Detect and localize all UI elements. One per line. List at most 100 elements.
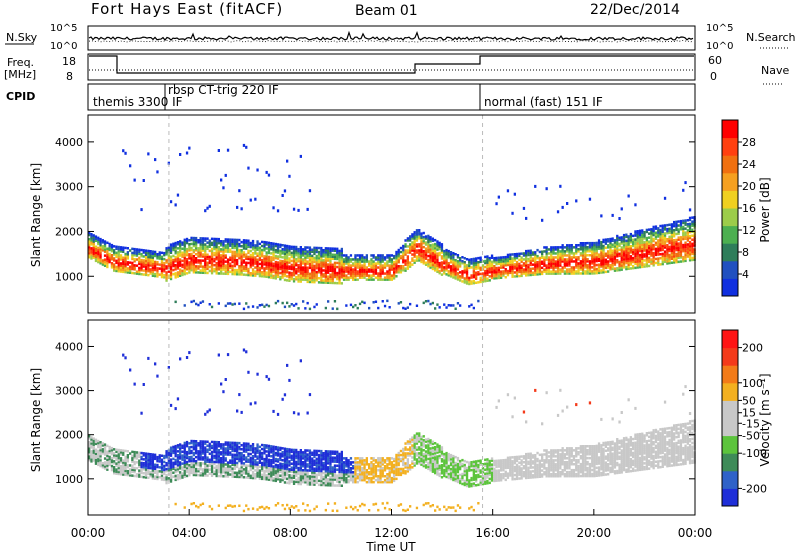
velocity-cell [119, 465, 123, 468]
power-cell [201, 259, 205, 262]
velocity-cell [229, 467, 232, 470]
power-cell [484, 259, 487, 263]
velocity-cell [142, 462, 145, 465]
power-cell [600, 261, 603, 264]
velocity-cell [183, 469, 186, 472]
velocity-cell [154, 469, 157, 472]
velocity-cell [276, 470, 280, 473]
power-cell [641, 231, 644, 234]
power-cell [302, 300, 305, 303]
velocity-cell [201, 502, 205, 505]
power-cell [616, 252, 619, 256]
velocity-cell [108, 461, 111, 465]
power-cell [595, 259, 598, 263]
power-cell [281, 252, 284, 255]
power-cell [138, 256, 141, 260]
power-cell [597, 259, 601, 262]
power-cell [245, 265, 248, 268]
power-cell [204, 265, 207, 268]
power-cell [103, 258, 107, 261]
velocity-cell [254, 465, 257, 468]
power-cell [525, 251, 528, 255]
power-cell [183, 304, 186, 307]
velocity-cell [172, 445, 175, 449]
velocity-cell [124, 467, 127, 471]
power-cell [638, 263, 642, 267]
power-cell [645, 238, 648, 242]
power-cell [169, 269, 173, 273]
power-cell [265, 265, 268, 268]
power-cell [183, 242, 186, 246]
power-cell [602, 262, 605, 266]
power-cell [204, 271, 207, 275]
power-cell [413, 237, 416, 240]
power-cell [620, 268, 623, 271]
velocity-cell [288, 478, 291, 481]
power-cell [354, 254, 357, 257]
power-cell [529, 271, 532, 275]
power-cell [240, 259, 243, 262]
power-cell [513, 271, 516, 274]
power-cell [272, 206, 275, 210]
power-cell [522, 254, 526, 257]
velocity-cell [149, 466, 152, 470]
power-cell [581, 250, 585, 253]
velocity-cell [185, 474, 189, 478]
velocity-cell [279, 458, 282, 462]
power-cell [477, 271, 480, 274]
power-cell [595, 269, 598, 273]
power-cell [511, 265, 514, 268]
power-cell [297, 276, 300, 279]
power-cell [256, 260, 259, 263]
velocity-cell [131, 464, 134, 467]
power-cell [129, 269, 132, 272]
power-cell [645, 258, 648, 262]
power-cell [126, 271, 129, 274]
power-cell [556, 210, 560, 214]
power-cell [648, 228, 651, 231]
power-cell [324, 279, 327, 282]
velocity-cell [251, 455, 255, 458]
velocity-cell [238, 469, 241, 473]
power-cell [529, 263, 532, 267]
velocity-cell [176, 458, 180, 461]
velocity-cell [188, 464, 191, 467]
velocity-cell [97, 451, 100, 455]
power-cell [502, 274, 505, 277]
velocity-cell [240, 455, 243, 459]
velocity-cell [242, 472, 246, 475]
velocity-cell [267, 466, 271, 469]
power-cell [90, 257, 93, 260]
velocity-cell [176, 460, 180, 463]
velocity-cell [181, 474, 184, 477]
power-cell [538, 262, 541, 266]
power-cell [650, 250, 653, 253]
power-cell [358, 254, 362, 257]
velocity-cell [119, 457, 123, 460]
power-cell [290, 277, 293, 281]
power-cell [195, 257, 198, 260]
power-cell [192, 238, 195, 242]
power-cell [682, 221, 685, 225]
power-cell [129, 261, 132, 264]
power-cell [179, 246, 182, 249]
power-cell [90, 253, 93, 256]
power-cell [320, 273, 323, 276]
power-cell [577, 248, 580, 251]
velocity-cell [261, 463, 264, 467]
power-cell [94, 249, 98, 252]
power-cell [504, 272, 507, 275]
power-cell [144, 259, 148, 262]
power-cell [299, 270, 302, 273]
velocity-cell [197, 444, 200, 447]
velocity-cell [245, 468, 248, 471]
power-cell [156, 261, 159, 264]
power-cell [251, 242, 255, 245]
velocity-cell [183, 465, 186, 468]
power-cell [126, 261, 129, 264]
power-cell [518, 266, 521, 270]
power-cell [258, 246, 261, 250]
power-cell [620, 266, 623, 269]
power-cell [299, 278, 302, 281]
power-cell [688, 222, 692, 226]
